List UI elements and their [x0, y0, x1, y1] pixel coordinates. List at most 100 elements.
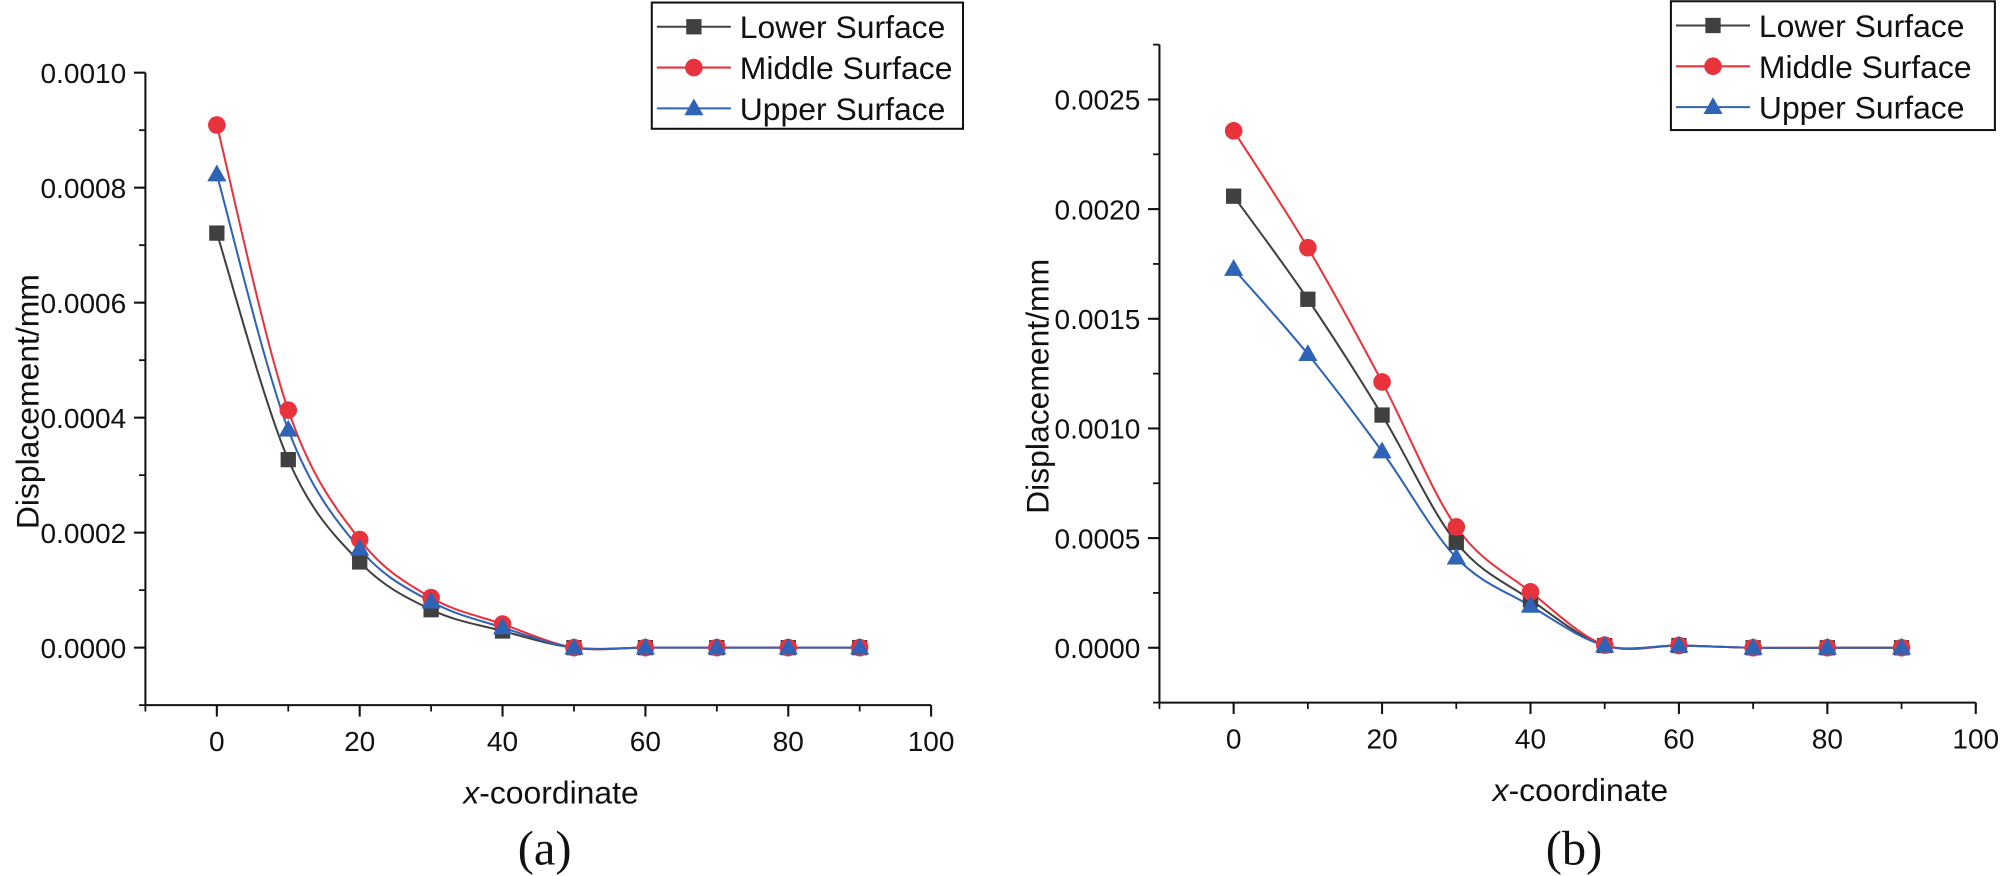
y-tick-label: 0.0008	[40, 173, 126, 204]
series-markers-lower-surface	[1225, 188, 1910, 656]
y-tick-label: 0.0002	[40, 518, 126, 549]
square-marker	[1374, 407, 1390, 423]
series-markers-lower-surface	[209, 225, 868, 656]
y-tick-label: 0.0000	[1054, 633, 1140, 664]
circle-marker	[1704, 57, 1722, 76]
panel-label: (b)	[1546, 823, 1603, 876]
triangle-marker	[1224, 259, 1244, 276]
legend-label: Lower Surface	[740, 9, 946, 45]
triangle-marker	[1446, 547, 1466, 565]
x-axis-title-rest: -coordinate	[479, 774, 638, 810]
series-upper-surface	[1232, 268, 1902, 650]
x-tick-label: 20	[1366, 723, 1397, 754]
series-line	[215, 174, 860, 651]
triangle-marker	[1372, 441, 1392, 459]
square-marker	[352, 554, 368, 570]
chart-panel-b: 0.0000 0.0005 0.0010 0.0015 0.0020 0.0025 0 20 4…	[1019, 0, 1999, 876]
series-line	[215, 124, 860, 651]
y-tick-label: 0.0020	[1054, 194, 1140, 225]
triangle-marker	[1520, 595, 1541, 613]
y-tick-label: 0.0010	[1054, 414, 1140, 445]
triangle-marker	[278, 419, 298, 437]
legend-label: Lower Surface	[1759, 8, 1965, 44]
x-tick-label: 60	[1663, 723, 1694, 754]
triangle-marker	[1703, 97, 1723, 114]
triangle-marker	[1298, 344, 1318, 361]
x-tick-label: 80	[773, 726, 804, 757]
x-tick-label: 40	[487, 726, 518, 757]
square-marker	[209, 225, 225, 241]
y-tick-label: 0.0025	[1054, 85, 1140, 116]
legend-item: Lower Surface	[1676, 8, 1964, 44]
series-line	[1232, 195, 1902, 650]
legend: Lower Surface Middle Surface Upper Surface	[650, 1, 965, 130]
square-marker	[686, 19, 702, 35]
x-tick-label: 40	[1515, 723, 1546, 754]
x-tick-label: 80	[1812, 723, 1843, 754]
series-line	[215, 232, 860, 650]
circle-marker	[1521, 583, 1540, 601]
square-marker	[280, 451, 296, 468]
series-markers-upper-surface	[207, 164, 870, 655]
series-markers-middle-surface	[208, 116, 869, 657]
triangle-marker	[1595, 635, 1615, 653]
y-axis-title: Displacement/mm	[1019, 259, 1055, 514]
x-axis-title-rest: -coordinate	[1509, 772, 1668, 808]
y-tick-label: 0.0004	[40, 403, 126, 434]
circle-marker	[279, 401, 298, 419]
square-marker	[1448, 534, 1464, 551]
circle-marker	[1373, 373, 1391, 391]
x-tick-label: 60	[630, 726, 661, 757]
y-axis-title: Displacement/mm	[9, 274, 45, 529]
circle-marker	[685, 58, 703, 77]
triangle-marker	[635, 637, 655, 655]
legend-item: Upper Surface	[656, 91, 946, 127]
circle-marker	[1299, 238, 1317, 257]
x-tick-label: 0	[1226, 723, 1242, 754]
triangle-marker	[778, 637, 798, 655]
series-lower-surface	[215, 232, 860, 650]
chart-panel-a: 0.0000 0.0002 0.0004 0.0006 0.0008 0.0010 0 20 4…	[9, 1, 965, 876]
triangle-marker	[421, 591, 441, 609]
triangle-marker	[492, 617, 513, 635]
legend-label: Middle Surface	[1759, 49, 1972, 85]
legend: Lower Surface Middle Surface Upper Surface	[1669, 0, 1996, 132]
legend-item: Lower Surface	[656, 9, 946, 45]
legend-label: Upper Surface	[1759, 90, 1965, 126]
legend-label: Middle Surface	[740, 50, 953, 86]
x-tick-label: 20	[344, 726, 375, 757]
triangle-marker	[1817, 637, 1837, 655]
series-middle-surface	[1232, 130, 1902, 651]
panel-label: (a)	[518, 823, 572, 876]
triangle-marker	[850, 637, 870, 655]
circle-marker	[1224, 122, 1243, 140]
series-markers-middle-surface	[1224, 122, 1911, 657]
y-tick-label: 0.0010	[40, 58, 126, 89]
x-axis-title-italic: x	[1491, 772, 1510, 808]
square-marker	[1300, 291, 1316, 307]
y-tick-label: 0.0000	[40, 633, 126, 664]
triangle-marker	[684, 98, 704, 116]
triangle-marker	[350, 538, 370, 556]
legend-item: Middle Surface	[656, 50, 953, 86]
y-tick-label: 0.0005	[1054, 523, 1140, 554]
triangle-marker	[707, 637, 727, 655]
circle-marker	[208, 116, 226, 134]
x-axis-title-italic: x	[461, 774, 480, 810]
triangle-marker	[564, 637, 584, 655]
x-tick-label: 100	[1952, 723, 1999, 754]
legend-item: Upper Surface	[1676, 90, 1964, 126]
square-marker	[1225, 188, 1242, 204]
square-marker	[1705, 17, 1721, 34]
x-tick-label: 0	[209, 726, 225, 757]
series-line	[1232, 268, 1902, 650]
series-markers-upper-surface	[1224, 259, 1912, 655]
triangle-marker	[1891, 637, 1912, 655]
y-tick-label: 0.0006	[40, 288, 126, 319]
legend-label: Upper Surface	[740, 91, 946, 127]
triangle-marker	[1743, 637, 1763, 655]
y-tick-label: 0.0015	[1054, 304, 1140, 335]
series-upper-surface	[215, 174, 860, 651]
triangle-marker	[207, 164, 227, 182]
